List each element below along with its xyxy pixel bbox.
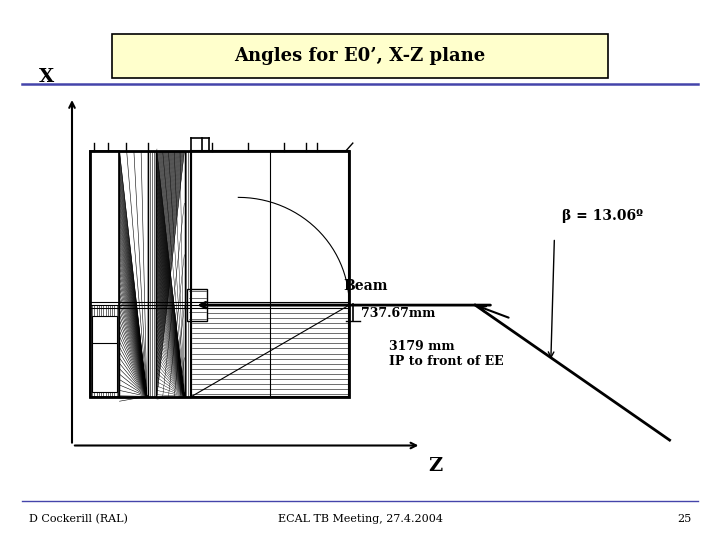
- Text: X: X: [39, 69, 55, 86]
- Bar: [191, 305, 349, 397]
- Bar: [90, 151, 119, 397]
- Bar: [92, 360, 117, 392]
- Text: 3179 mm
IP to front of EE: 3179 mm IP to front of EE: [389, 340, 503, 368]
- Bar: [191, 151, 349, 305]
- Bar: [156, 151, 185, 397]
- Text: Z: Z: [428, 457, 443, 475]
- Text: D Cockerill (RAL): D Cockerill (RAL): [29, 514, 127, 525]
- Bar: [119, 151, 148, 397]
- Text: ECAL TB Meeting, 27.4.2004: ECAL TB Meeting, 27.4.2004: [277, 515, 443, 524]
- Bar: [185, 151, 191, 397]
- Bar: [90, 151, 349, 397]
- Bar: [112, 34, 608, 78]
- Bar: [148, 151, 156, 397]
- Bar: [187, 289, 207, 321]
- Text: β = 13.06º: β = 13.06º: [562, 209, 643, 223]
- Text: Beam: Beam: [343, 279, 387, 293]
- Text: Angles for E0’, X-Z plane: Angles for E0’, X-Z plane: [235, 47, 485, 65]
- Bar: [92, 343, 117, 391]
- Bar: [92, 316, 117, 348]
- Text: 25: 25: [677, 515, 691, 524]
- Text: 737.67mm: 737.67mm: [361, 307, 436, 320]
